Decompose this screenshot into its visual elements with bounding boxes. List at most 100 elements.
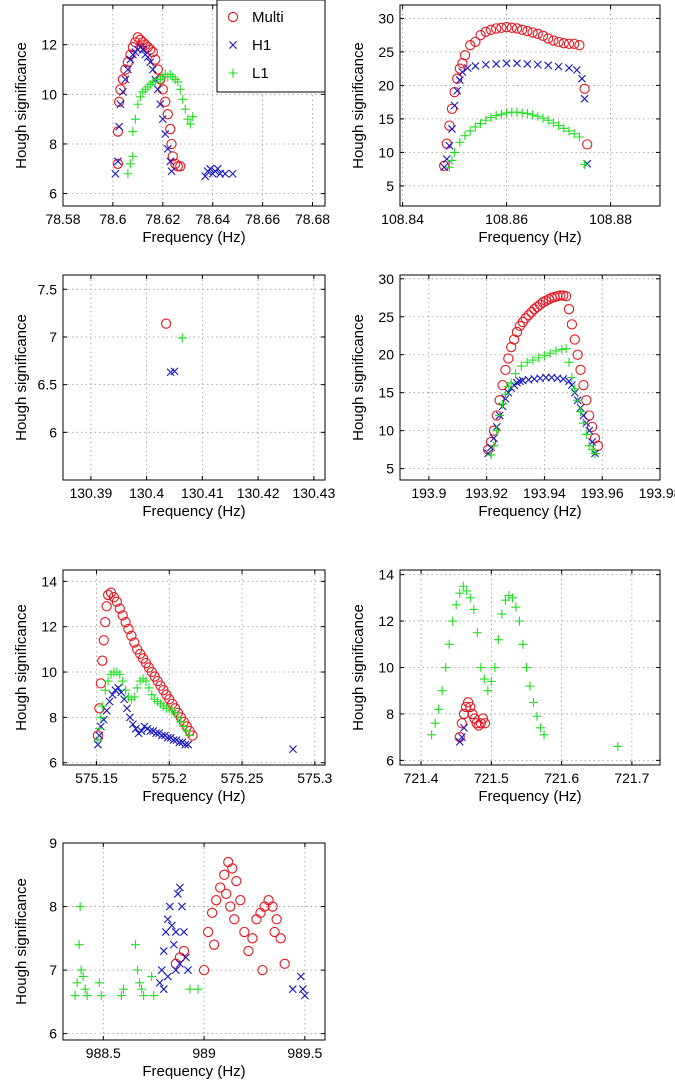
data-point-l1 [581,429,591,439]
data-point-h1 [166,157,175,166]
data-point-l1 [465,126,475,136]
data-point-multi [221,888,232,899]
data-point-l1 [135,92,145,102]
data-point-h1 [116,100,125,109]
x-tick-label: 78.64 [195,211,230,227]
x-tick-label: 78.6 [99,211,126,227]
legend-label-multi: Multi [252,9,284,26]
data-point-l1 [170,74,180,84]
y-tick-label: 5 [386,461,394,477]
x-tick-label: 78.58 [45,211,80,227]
data-point-multi [569,38,580,50]
data-point-l1 [175,84,185,94]
data-point-h1 [126,55,135,64]
data-point-h1 [170,367,179,376]
data-point-h1 [221,169,230,178]
data-point-l1 [514,616,524,626]
data-point-l1 [185,119,195,129]
data-point-multi [152,64,163,75]
data-markers [70,856,309,1001]
data-point-h1 [559,375,568,384]
y-tick-label: 5 [386,178,394,194]
data-point-l1 [500,389,510,399]
x-tick-label: 193.92 [465,485,508,501]
data-point-l1 [150,77,160,87]
legend-label-h1: H1 [252,37,271,54]
data-point-l1 [193,984,203,994]
data-point-multi [100,617,111,628]
data-point-h1 [298,985,307,994]
x-tick-label: 78.66 [245,211,280,227]
data-point-h1 [578,74,586,83]
data-point-l1 [522,109,532,119]
data-point-l1 [574,132,584,142]
data-point-h1 [146,726,155,735]
plot-frame [399,274,661,481]
data-point-l1 [118,984,128,994]
data-point-multi [465,701,476,713]
x-tick-label: 989 [192,1045,216,1061]
x-tick-label: 575.3 [297,770,332,786]
data-point-multi [444,120,455,131]
data-point-h1 [440,163,449,172]
series-h1 [166,367,179,377]
y-tick-label: 25 [378,309,394,325]
data-point-h1 [458,68,467,76]
data-point-l1 [462,586,472,596]
data-point-l1 [528,110,538,120]
data-point-l1 [141,676,151,686]
legend-marker-l1 [228,68,238,78]
data-point-multi [503,353,514,364]
x-tick-label: 130.43 [292,485,335,501]
x-axis-label: Frequency (Hz) [142,503,245,520]
data-point-h1 [288,745,297,754]
x-tick-label: 108.86 [485,211,528,227]
data-point-multi [566,319,578,330]
data-point-h1 [159,985,168,994]
data-point-l1 [130,114,140,124]
data-point-l1 [521,663,531,672]
series-h1 [93,683,297,754]
x-tick-label: 130.4 [129,485,164,501]
data-point-multi [113,96,125,107]
data-point-multi [102,589,114,601]
data-point-h1 [544,61,553,70]
x-tick-label: 108.88 [589,211,632,227]
data-point-h1 [143,53,152,62]
series-h1 [155,883,309,1000]
legend: Multi H1 L1 [216,0,326,93]
y-tick-label: 30 [378,10,394,26]
series-l1 [486,344,600,460]
x-tick-label: 721.5 [474,770,509,786]
data-point-h1 [159,947,168,956]
data-point-l1 [511,602,521,612]
data-point-h1 [137,726,146,735]
data-point-l1 [147,690,157,700]
data-point-l1 [507,593,517,603]
data-point-multi [112,126,124,137]
y-tick-label: 6.5 [38,377,58,393]
data-point-h1 [448,124,456,133]
data-point-h1 [169,940,178,949]
data-point-multi [537,297,549,308]
data-point-multi [123,623,134,635]
y-axis-label: Hough significance [13,604,30,731]
data-point-l1 [74,940,84,950]
data-point-h1 [206,164,215,173]
data-point-multi [511,326,523,338]
data-point-multi [477,713,489,724]
data-point-h1 [181,953,190,962]
series-l1 [427,581,623,751]
data-point-l1 [516,361,526,371]
series-multi [112,32,186,172]
data-point-l1 [576,407,586,417]
data-point-l1 [538,113,548,123]
data-point-multi [160,318,172,329]
data-point-l1 [486,450,496,460]
data-point-l1 [570,384,580,394]
data-point-h1 [296,972,305,981]
data-point-l1 [135,978,145,988]
data-point-multi [508,334,520,345]
data-point-multi [275,933,286,944]
data-point-h1 [541,373,550,382]
